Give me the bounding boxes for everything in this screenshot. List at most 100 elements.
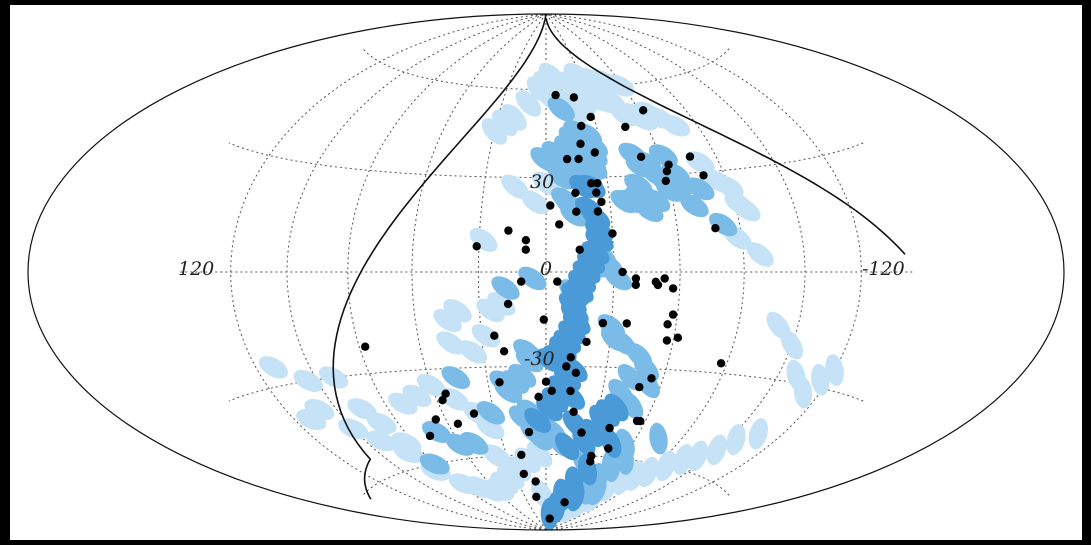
coverage-ellipse xyxy=(496,465,525,490)
survey-boundary-left xyxy=(332,13,547,500)
coverage-ellipse xyxy=(714,175,744,199)
source-point xyxy=(551,90,560,100)
source-point xyxy=(668,310,678,319)
coverage-ellipse xyxy=(547,96,575,122)
source-point xyxy=(660,274,669,283)
source-point xyxy=(495,378,504,387)
coverage-ellipse xyxy=(538,62,565,89)
source-point xyxy=(431,415,440,424)
coverage-ellipse xyxy=(433,308,462,333)
source-points xyxy=(361,90,726,523)
source-point xyxy=(361,342,370,351)
source-point xyxy=(574,154,583,164)
coverage-ellipse xyxy=(492,109,518,137)
source-point xyxy=(605,423,614,433)
coverage-ellipse xyxy=(536,348,564,373)
coverage-ellipse xyxy=(391,432,422,454)
source-point xyxy=(618,267,627,277)
coverage-ellipse xyxy=(680,194,709,218)
coverage-ellipse xyxy=(565,479,585,512)
source-point xyxy=(662,336,672,345)
source-point xyxy=(521,236,531,245)
source-point xyxy=(472,242,481,251)
source-point xyxy=(566,386,575,396)
source-point xyxy=(647,374,656,383)
coverage-ellipse xyxy=(365,430,397,452)
source-point xyxy=(521,245,530,254)
map-outline-layer xyxy=(27,13,1065,531)
coverage-ellipse xyxy=(518,266,547,291)
coverage-ellipse xyxy=(732,198,761,222)
coverage-ellipse xyxy=(557,71,585,96)
coverage-ellipse xyxy=(553,366,582,392)
coverage-ellipse xyxy=(635,370,660,399)
coverage-ellipse xyxy=(513,339,542,363)
source-point xyxy=(541,377,551,386)
coverage-ellipse xyxy=(748,418,768,450)
source-point xyxy=(571,368,581,377)
source-point xyxy=(598,318,608,328)
coverage-ellipse xyxy=(388,392,418,415)
coverage-ellipse xyxy=(548,165,577,190)
coverage-ellipse xyxy=(508,363,537,388)
coverage-ellipse xyxy=(685,177,715,201)
source-point xyxy=(590,148,599,157)
source-point xyxy=(608,229,617,238)
coverage-ellipse xyxy=(347,398,378,420)
source-point xyxy=(566,353,575,362)
coverage-ellipse xyxy=(673,444,694,475)
coverage-ellipse xyxy=(726,423,746,456)
coverage-ellipse xyxy=(530,147,558,172)
coverage-ellipse xyxy=(476,298,505,323)
coverage-ellipse xyxy=(524,407,552,433)
source-point xyxy=(668,284,678,293)
coverage-ellipse xyxy=(558,320,586,345)
coverage-ellipse xyxy=(526,441,553,468)
coverage-ellipse xyxy=(476,401,506,425)
coverage-ellipse xyxy=(541,387,569,413)
grid-meridian xyxy=(411,13,547,531)
sky-coverage-ellipses xyxy=(258,62,844,530)
source-point xyxy=(653,280,663,290)
source-point xyxy=(503,299,513,309)
source-point xyxy=(569,93,579,102)
source-point xyxy=(453,419,463,428)
source-point xyxy=(597,197,606,207)
coverage-ellipse xyxy=(810,363,830,396)
coverage-ellipse xyxy=(780,330,803,360)
coverage-ellipse xyxy=(562,310,591,335)
source-point xyxy=(524,427,534,437)
coverage-ellipse xyxy=(536,396,563,422)
coverage-ellipse xyxy=(655,450,677,482)
source-point xyxy=(662,167,672,176)
tick-label-lon-m120: -120 xyxy=(862,258,905,280)
source-point xyxy=(532,492,541,501)
source-point xyxy=(499,347,509,356)
source-point xyxy=(517,277,526,286)
source-point xyxy=(562,154,572,164)
coverage-ellipse xyxy=(526,76,553,103)
source-point xyxy=(531,477,540,486)
source-point xyxy=(587,451,596,461)
coverage-ellipse xyxy=(595,399,620,427)
source-point xyxy=(425,431,435,441)
source-point xyxy=(490,331,499,340)
coverage-ellipse xyxy=(469,228,498,252)
coverage-ellipse xyxy=(604,266,633,291)
coverage-ellipse xyxy=(491,276,520,300)
plot-frame: 120 0 -120 30 -30 xyxy=(10,5,1082,540)
coverage-ellipse xyxy=(515,90,542,117)
source-point xyxy=(711,224,720,233)
all-sky-map: 120 0 -120 30 -30 xyxy=(27,13,1065,531)
coverage-ellipse xyxy=(293,370,323,392)
source-point xyxy=(562,362,571,371)
source-point xyxy=(699,171,708,180)
source-point xyxy=(592,188,601,197)
coverage-ellipse xyxy=(501,370,529,394)
source-point xyxy=(621,122,630,132)
source-point xyxy=(635,382,644,392)
source-point xyxy=(631,280,640,290)
source-point xyxy=(663,320,672,329)
survey-boundary-right xyxy=(545,18,906,255)
source-point xyxy=(631,274,641,283)
